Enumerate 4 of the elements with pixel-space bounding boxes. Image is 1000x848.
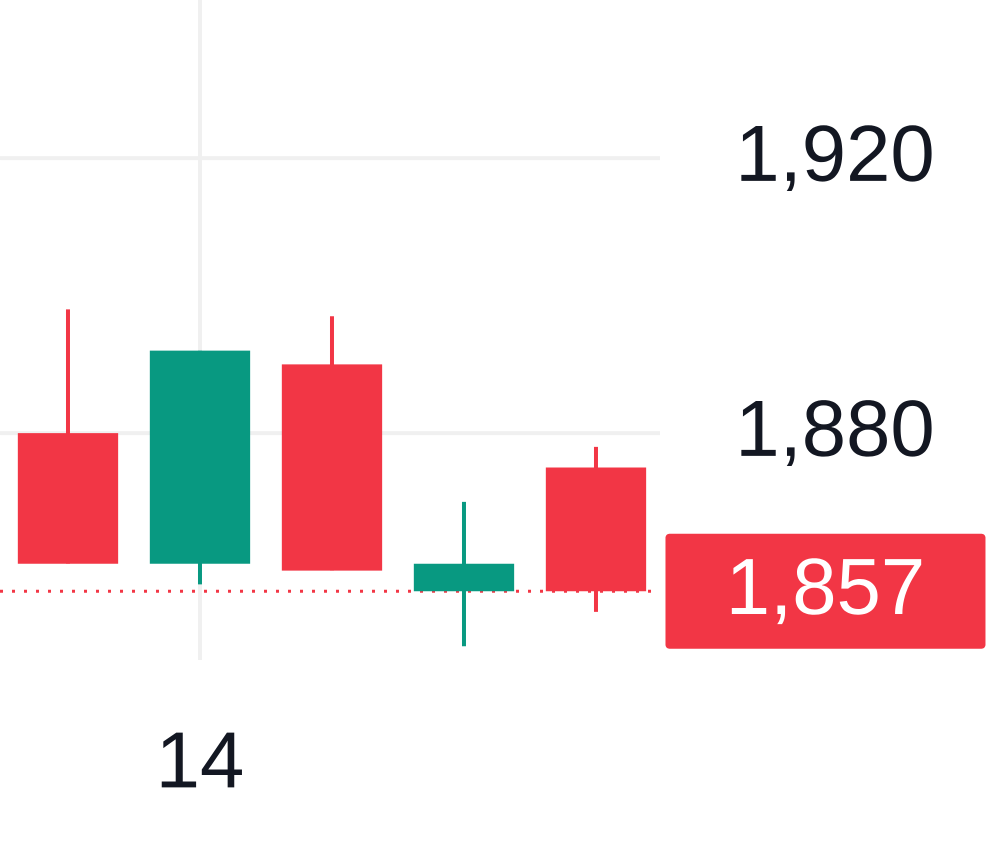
x-tick-label: 14	[162, 732, 242, 788]
y-tick-label: 1,920	[741, 125, 932, 192]
ref-line-label: 1,857	[732, 558, 922, 624]
y-tick-label: 1,880	[741, 400, 932, 466]
